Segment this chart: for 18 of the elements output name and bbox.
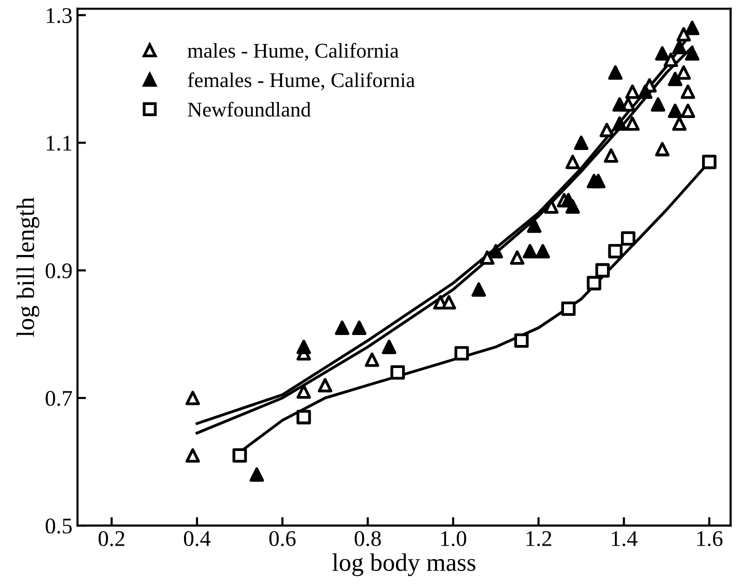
legend-label: males - Hume, California xyxy=(188,42,399,61)
x-tick-label: 0.8 xyxy=(354,531,381,546)
y-axis-title: log bill length xyxy=(16,197,40,337)
y-tick-label: 0.5 xyxy=(46,518,72,534)
x-tick-label: 1.6 xyxy=(697,531,722,546)
y-tick-label: 0.7 xyxy=(46,390,72,406)
x-tick-label: 0.2 xyxy=(98,531,124,546)
legend-label: females - Hume, California xyxy=(188,72,415,90)
x-axis-title: log body mass xyxy=(332,553,476,576)
legend-label: Newfoundland xyxy=(188,102,311,117)
x-tick-label: 1.2 xyxy=(526,531,552,546)
y-tick-label: 0.9 xyxy=(46,263,72,278)
x-tick-label: 0.6 xyxy=(269,531,296,546)
x-tick-label: 0.4 xyxy=(184,531,211,546)
x-tick-label: 1.4 xyxy=(612,531,638,546)
y-tick-label: 1.3 xyxy=(46,8,72,24)
x-tick-label: 1.0 xyxy=(441,531,466,546)
y-tick-label: 1.1 xyxy=(46,136,72,151)
